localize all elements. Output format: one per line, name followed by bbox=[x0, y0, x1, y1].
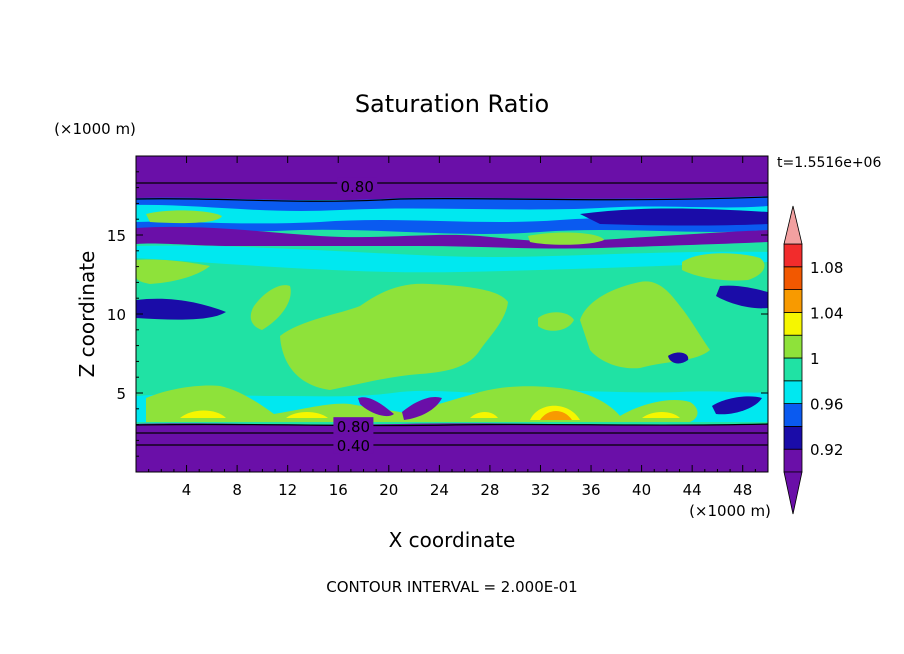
upper-green-cloud-2 bbox=[528, 232, 604, 245]
y-axis-label: Z coordinate bbox=[75, 251, 99, 378]
green-region-right bbox=[580, 281, 710, 369]
colorbar-segment bbox=[783, 311, 803, 336]
chart-title: Saturation Ratio bbox=[355, 90, 549, 118]
x-tick-label: 48 bbox=[733, 481, 752, 499]
contour-upper-band-edge bbox=[135, 196, 769, 202]
green-region-mid-small bbox=[538, 312, 574, 331]
x-axis-label: X coordinate bbox=[389, 528, 516, 552]
y-tick-label: 15 bbox=[107, 227, 126, 245]
x-unit-label: (×1000 m) bbox=[689, 502, 771, 520]
x-tick-label: 16 bbox=[329, 481, 348, 499]
mid-left-violet-streak bbox=[136, 298, 226, 320]
lower-dry-band bbox=[136, 423, 768, 472]
upper-violet-streak bbox=[136, 226, 768, 249]
mid-right-violet-streak bbox=[716, 285, 768, 309]
upper-green-cloud-1 bbox=[146, 210, 222, 224]
y-unit-label: (×1000 m) bbox=[54, 120, 136, 138]
x-axis-ticks: 4 8 12 16 20 24 28 32 36 40 44 48 bbox=[148, 156, 756, 499]
upper-dark-blue-streak bbox=[580, 208, 768, 226]
yellow-blob-5 bbox=[470, 412, 498, 418]
time-label: t=1.5516e+06 bbox=[777, 155, 881, 171]
colorbar-segment bbox=[783, 243, 803, 268]
green-region-center-small bbox=[250, 285, 291, 330]
x-tick-label: 4 bbox=[182, 481, 192, 499]
contour-label-bg bbox=[333, 436, 374, 454]
yellow-blob-1 bbox=[180, 410, 226, 418]
mid-right-blue-feature bbox=[668, 352, 689, 364]
x-tick-label: 12 bbox=[278, 481, 297, 499]
contour-lower-080 bbox=[135, 423, 769, 427]
colorbar-segment bbox=[783, 380, 803, 404]
yellow-blob-2 bbox=[286, 412, 328, 418]
x-tick-label: 40 bbox=[632, 481, 651, 499]
contour-label-bg bbox=[337, 177, 378, 195]
colorbar-segment bbox=[783, 403, 803, 427]
green-region-center bbox=[280, 283, 508, 390]
green-region-left bbox=[136, 259, 210, 284]
upper-cyan-zone bbox=[136, 204, 768, 224]
upper-dry-band bbox=[136, 156, 768, 200]
colorbar-segment bbox=[783, 425, 803, 450]
mid-cyan-band bbox=[136, 245, 768, 273]
contour-lines bbox=[135, 182, 769, 446]
saturation-field bbox=[136, 156, 768, 472]
yellow-blob-4 bbox=[642, 412, 680, 418]
contour-label: 0.40 bbox=[337, 437, 370, 455]
colorbar-segment bbox=[783, 334, 803, 359]
colorbar-tick-label: 0.92 bbox=[810, 441, 843, 459]
y-axis-ticks: 5 10 15 bbox=[107, 171, 768, 457]
colorbar-segment bbox=[783, 289, 803, 313]
x-tick-label: 20 bbox=[379, 481, 398, 499]
x-tick-label: 44 bbox=[683, 481, 702, 499]
green-region-right-top bbox=[682, 253, 765, 281]
colorbar-tick-label: 1.08 bbox=[810, 259, 843, 277]
contour-label: 0.80 bbox=[337, 418, 370, 436]
lower-violet-feature-2 bbox=[402, 396, 442, 420]
orange-blob-3 bbox=[540, 411, 572, 420]
contour-label-bg bbox=[333, 417, 374, 435]
colorbar-tick-label: 0.96 bbox=[810, 396, 843, 414]
colorbar-under-triangle bbox=[783, 471, 803, 515]
colorbar-segment bbox=[783, 266, 803, 290]
x-tick-label: 36 bbox=[581, 481, 600, 499]
colorbar-tick-label: 1 bbox=[810, 350, 820, 368]
colorbar-over-triangle bbox=[783, 205, 803, 245]
contour-label: 0.80 bbox=[340, 178, 373, 196]
y-tick-label: 10 bbox=[107, 306, 126, 324]
colorbar-segment bbox=[783, 357, 803, 382]
contour-labels: 0.800.800.40 bbox=[333, 177, 378, 455]
y-tick-label: 5 bbox=[116, 385, 126, 403]
colorbar-tick-label: 1.04 bbox=[810, 304, 843, 322]
x-tick-label: 28 bbox=[480, 481, 499, 499]
contour-interval-footer: CONTOUR INTERVAL = 2.000E-01 bbox=[326, 578, 577, 596]
colorbar: 0.92 0.96 1 1.04 1.08 bbox=[783, 205, 843, 515]
x-tick-label: 8 bbox=[232, 481, 242, 499]
colorbar-segment bbox=[783, 448, 803, 473]
x-tick-label: 32 bbox=[531, 481, 550, 499]
lower-violet-feature-1 bbox=[358, 397, 394, 417]
plot-area: 0.800.800.40 4 8 12 16 20 24 28 32 36 40 44 48 5101… bbox=[107, 155, 769, 499]
x-tick-label: 24 bbox=[430, 481, 449, 499]
lower-violet-feature-3 bbox=[712, 396, 762, 415]
